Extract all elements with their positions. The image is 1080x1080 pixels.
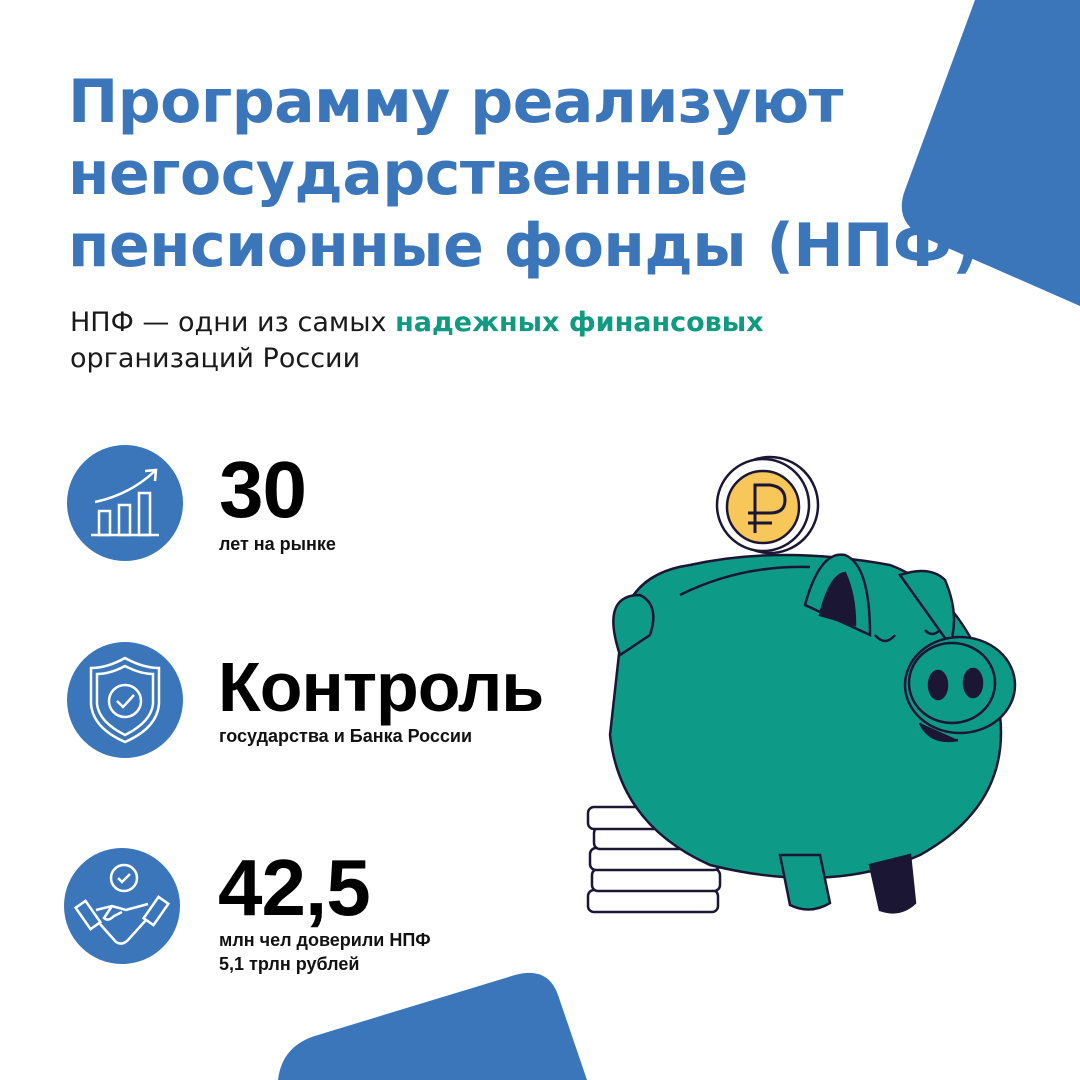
shield-check-icon (67, 642, 183, 758)
piggy-bank-illustration (586, 455, 1017, 914)
subtitle-text: организаций России (70, 343, 361, 374)
bottom-blue-shape (278, 972, 587, 1080)
page-title: Программу реализуют негосударственные пе… (68, 66, 979, 282)
caption-line: млн чел доверили НПФ (219, 930, 431, 950)
stat-caption: государства и Банка России (219, 724, 472, 748)
top-right-blue-shape (901, 0, 1080, 306)
caption-line: лет на рынке (219, 534, 336, 554)
stat-caption: лет на рынке (219, 532, 336, 556)
subtitle-text: НПФ — одни из самых (70, 307, 396, 338)
stat-value: 30 (219, 445, 307, 534)
caption-line: 5,1 трлн рублей (219, 954, 360, 974)
subtitle-highlight: надежных финансовых (395, 307, 764, 338)
stat-value: 42,5 (218, 843, 371, 932)
ruble-coin-icon (715, 455, 820, 555)
title-line: Программу реализуют (68, 67, 843, 137)
caption-line: государства и Банка России (219, 726, 473, 746)
title-line: негосударственные (68, 139, 748, 209)
handshake-icon (64, 848, 180, 964)
growth-chart-icon (67, 445, 183, 561)
subtitle: НПФ — одни из самых надежных финансовых … (70, 305, 764, 377)
stat-caption: млн чел доверили НПФ 5,1 трлн рублей (219, 928, 431, 976)
title-line: пенсионные фонды (НПФ) (68, 211, 979, 281)
stat-value: Контроль (218, 648, 544, 726)
